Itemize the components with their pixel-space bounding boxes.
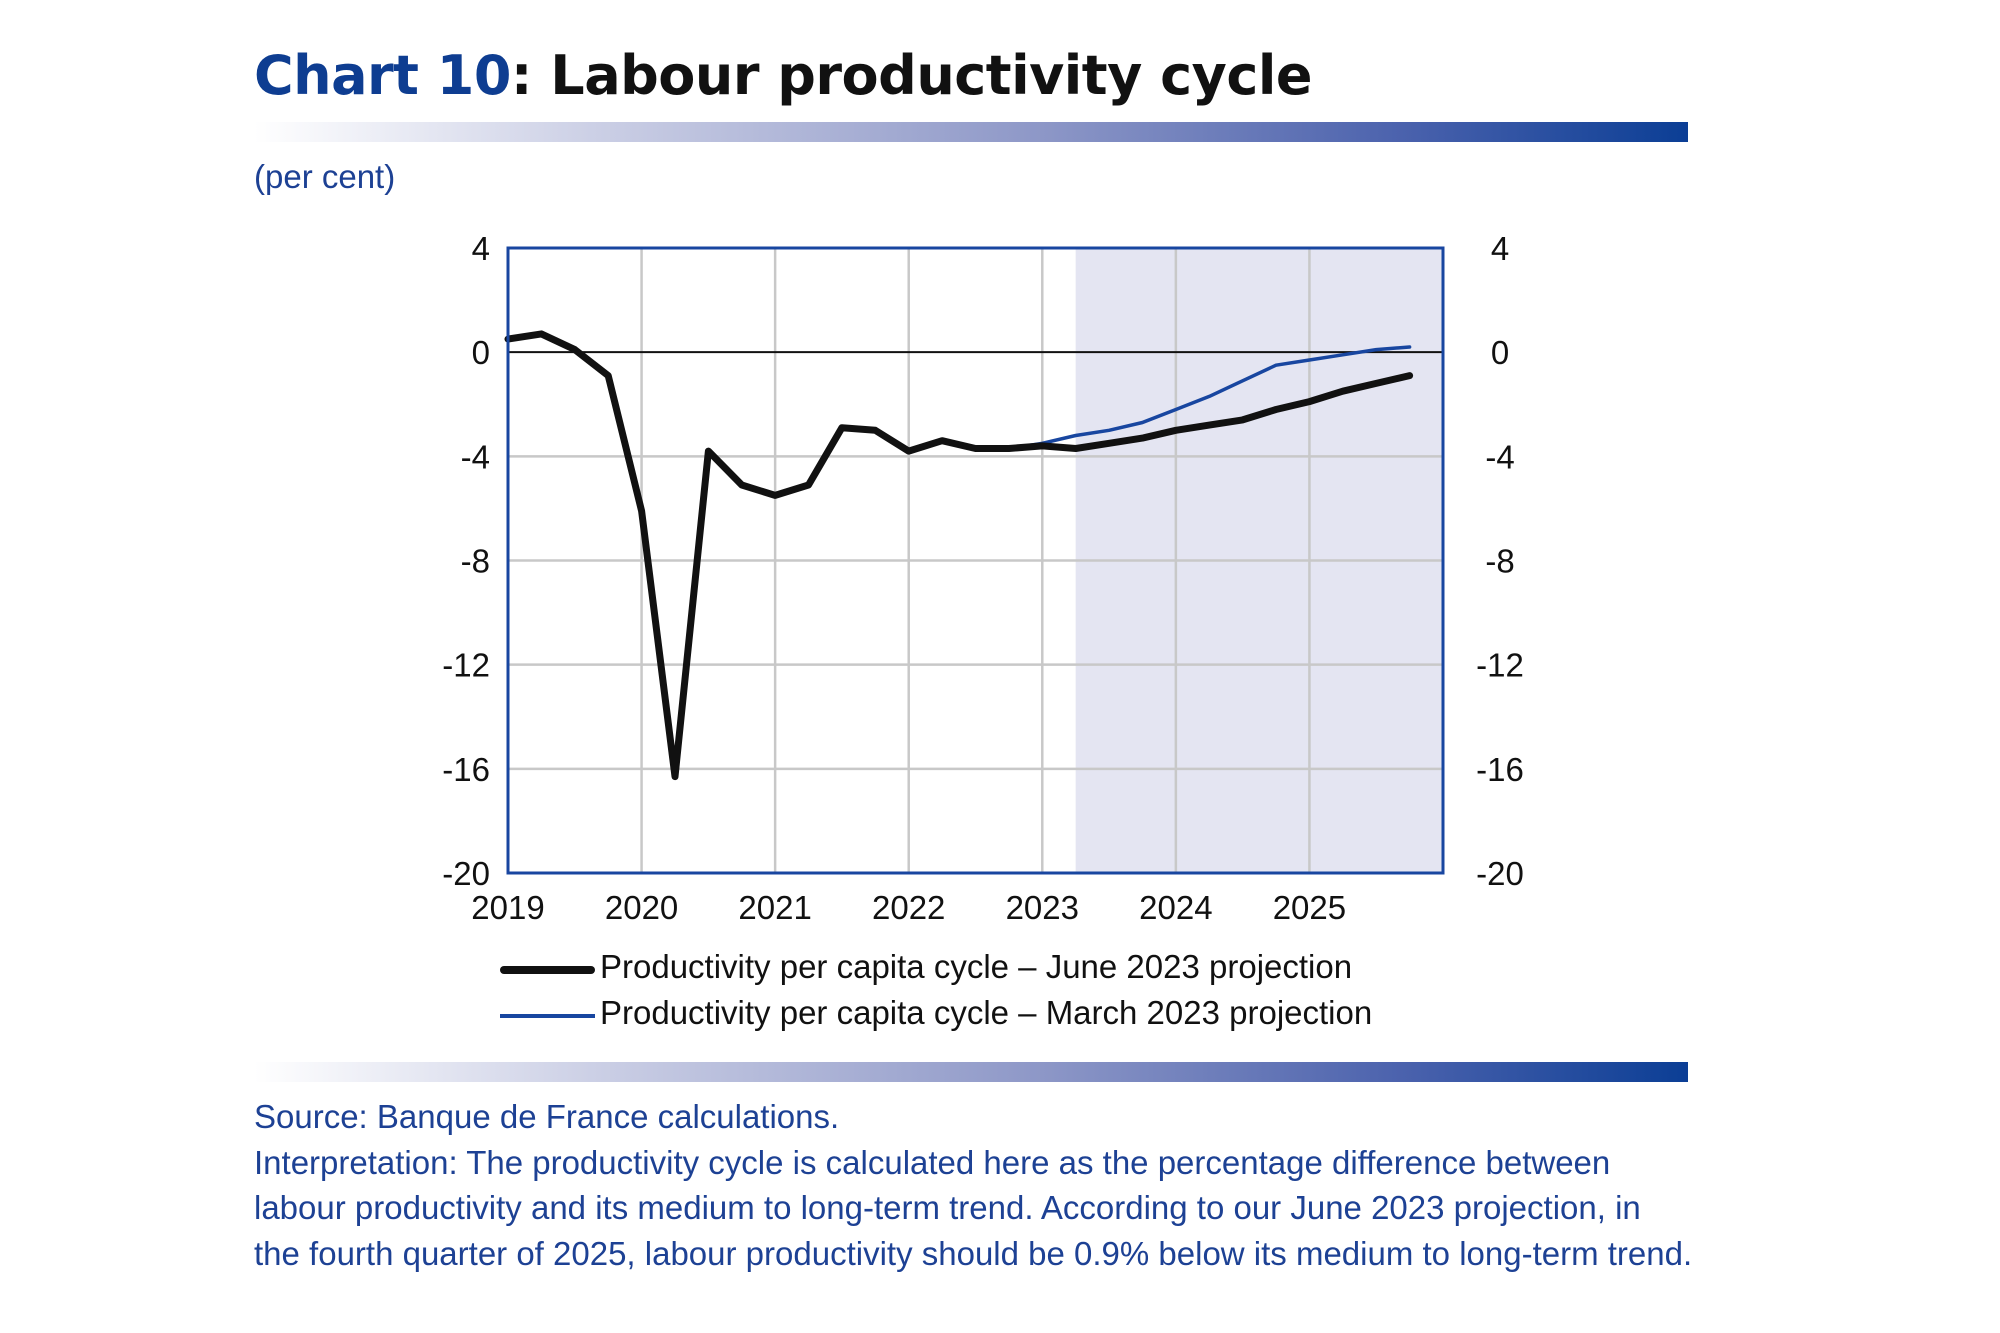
chart-number: Chart 10 <box>254 44 511 107</box>
plot-frame <box>506 246 1445 875</box>
x-tick-label: 2021 <box>738 889 811 926</box>
y-tick-label-left: 0 <box>472 334 490 371</box>
unit-label: (per cent) <box>254 158 396 195</box>
bottom-gradient-band <box>254 1062 1688 1082</box>
y-tick-label-left: -20 <box>442 855 490 892</box>
x-tick-label: 2025 <box>1273 889 1346 926</box>
x-tick-label: 2022 <box>872 889 945 926</box>
interpretation-note: Interpretation: The productivity cycle i… <box>254 1143 1693 1272</box>
source-note: Source: Banque de France calculations. <box>254 1098 840 1135</box>
x-tick-label: 2023 <box>1006 889 1079 926</box>
chart-title-text: : Labour productivity cycle <box>510 44 1313 107</box>
y-tick-label-right: -8 <box>1485 543 1514 580</box>
y-tick-label-right: 0 <box>1491 334 1509 371</box>
chart-title: Chart 10: Labour productivity cycle <box>254 44 1312 108</box>
legend-swatch-march <box>500 1014 595 1018</box>
top-gradient-band <box>254 122 1688 142</box>
x-tick-label: 2024 <box>1139 889 1212 926</box>
y-tick-label-left: -12 <box>442 647 490 684</box>
y-tick-label-left: 4 <box>472 230 490 267</box>
y-tick-label-left: -16 <box>442 751 490 788</box>
x-tick-label: 2019 <box>471 889 544 926</box>
legend-swatch-june <box>500 966 595 974</box>
legend-label-june: Productivity per capita cycle – June 202… <box>600 948 1353 985</box>
y-tick-label-right: -16 <box>1476 751 1524 788</box>
y-tick-label-right: -20 <box>1476 855 1524 892</box>
series-line-june <box>504 330 1414 781</box>
chart-notes: Source: Banque de France calculations. I… <box>254 1094 1694 1276</box>
legend-label-march: Productivity per capita cycle – March 20… <box>600 994 1373 1031</box>
y-tick-label-right: 4 <box>1491 230 1509 267</box>
x-tick-label: 2020 <box>605 889 678 926</box>
series-line-march <box>973 345 1412 451</box>
y-tick-label-left: -8 <box>461 543 490 580</box>
y-tick-label-right: -4 <box>1485 438 1514 475</box>
y-tick-label-left: -4 <box>461 438 490 475</box>
y-tick-label-right: -12 <box>1476 647 1524 684</box>
